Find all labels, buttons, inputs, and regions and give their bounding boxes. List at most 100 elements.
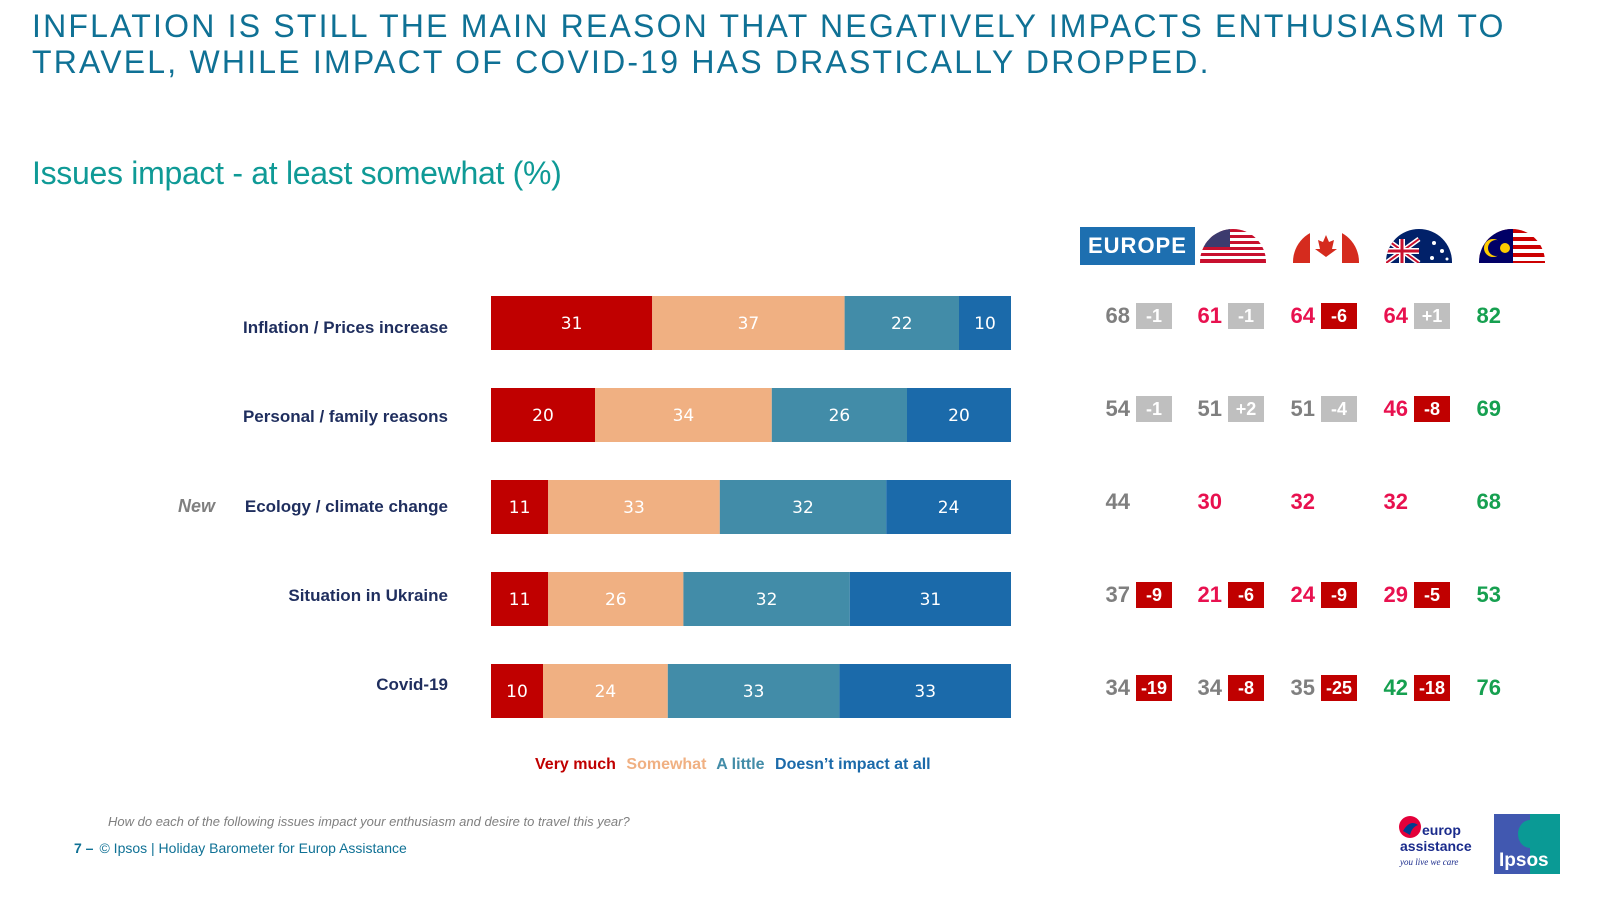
change-badge: -9	[1321, 582, 1357, 608]
region-cell-canada: 32	[1275, 489, 1315, 515]
bar-segment	[844, 296, 959, 350]
region-value: 76	[1476, 675, 1501, 700]
bar-segment	[771, 388, 907, 442]
bar-value-label: 33	[914, 682, 936, 702]
bar-value-label: 26	[829, 406, 851, 426]
change-badge: -8	[1414, 396, 1450, 422]
region-value: 42	[1383, 675, 1408, 700]
ipsos-logo: Ipsos	[1494, 814, 1560, 874]
region-value: 82	[1476, 303, 1501, 328]
new-tag: New	[178, 496, 216, 516]
change-badge: -1	[1136, 396, 1172, 422]
ea-logo-line2: assistance	[1400, 838, 1472, 854]
region-value: 30	[1197, 489, 1222, 514]
change-badge: -25	[1321, 675, 1357, 701]
region-cell-europe: 34 -19	[1090, 675, 1172, 701]
bar-segment	[886, 480, 1011, 534]
ipsos-logo-text: Ipsos	[1499, 850, 1549, 871]
region-value: 68	[1105, 303, 1130, 328]
bar-value-label: 20	[948, 406, 970, 426]
region-cell-europe: 54 -1	[1090, 396, 1172, 422]
region-value: 32	[1383, 489, 1408, 514]
region-value: 51	[1197, 396, 1222, 421]
bar-segment	[548, 572, 684, 626]
bar-value-label: 32	[756, 590, 778, 610]
question-footnote: How do each of the following issues impa…	[108, 814, 630, 829]
region-cell-malaysia: 53	[1461, 582, 1501, 608]
bar-segment	[719, 480, 887, 534]
region-cell-usa: 61 -1	[1182, 303, 1264, 329]
chart-subtitle: Issues impact - at least somewhat (%)	[32, 155, 562, 191]
ea-logo-tagline: you live we care	[1399, 857, 1458, 867]
region-value: 35	[1290, 675, 1315, 700]
region-cell-malaysia: 68	[1461, 489, 1501, 515]
legend-a-little: A little	[716, 756, 765, 773]
region-cell-malaysia: 76	[1461, 675, 1501, 701]
region-value: 54	[1105, 396, 1130, 421]
category-label: Situation in Ukraine	[288, 586, 448, 605]
region-cell-australia: 46 -8	[1368, 396, 1450, 422]
legend-somewhat: Somewhat	[626, 756, 707, 773]
region-cell-europe: 44	[1090, 489, 1130, 515]
bar-segment	[595, 388, 772, 442]
bar-segment	[491, 296, 653, 350]
region-value: 37	[1105, 582, 1130, 607]
region-cell-australia: 29 -5	[1368, 582, 1450, 608]
bar-value-label: 33	[743, 682, 765, 702]
bar-value-label: 10	[506, 682, 528, 702]
region-value: 24	[1290, 582, 1315, 607]
region-value: 21	[1197, 582, 1222, 607]
bar-value-label: 26	[605, 590, 627, 610]
legend-very-much: Very much	[535, 756, 616, 773]
bar-value-label: 37	[738, 314, 760, 334]
bar-segment	[491, 480, 549, 534]
bar-value-label: 31	[561, 314, 583, 334]
region-cell-usa: 51 +2	[1182, 396, 1264, 422]
region-cell-canada: 24 -9	[1275, 582, 1357, 608]
europ-assistance-logo: europ assistance you live we care	[1398, 815, 1472, 871]
region-cell-australia: 32	[1368, 489, 1408, 515]
region-cell-canada: 64 -6	[1275, 303, 1357, 329]
region-value: 29	[1383, 582, 1408, 607]
category-label: Covid-19	[376, 675, 448, 694]
bar-segment	[543, 664, 668, 718]
bar-value-label: 32	[792, 498, 814, 518]
malaysia-flag-icon	[1479, 229, 1545, 263]
bar-value-label: 20	[532, 406, 554, 426]
region-value: 32	[1290, 489, 1315, 514]
region-cell-europe: 37 -9	[1090, 582, 1172, 608]
region-cell-canada: 35 -25	[1275, 675, 1357, 701]
region-value: 61	[1197, 303, 1222, 328]
category-label: Personal / family reasons	[242, 407, 448, 426]
bar-value-label: 24	[938, 498, 960, 518]
bar-value-label: 10	[974, 314, 996, 334]
bar-segment	[548, 480, 720, 534]
bar-segment	[491, 664, 543, 718]
change-badge: -5	[1414, 582, 1450, 608]
region-value: 34	[1105, 675, 1130, 700]
bar-segment	[959, 296, 1011, 350]
legend-doesnt-impact: Doesn’t impact at all	[775, 756, 931, 773]
bar-segment	[667, 664, 840, 718]
change-badge: -9	[1136, 582, 1172, 608]
change-badge: -6	[1321, 303, 1357, 329]
change-badge: -4	[1321, 396, 1357, 422]
bar-segment	[491, 572, 549, 626]
region-value: 69	[1476, 396, 1501, 421]
bar-segment	[491, 388, 595, 442]
category-label: Ecology / climate change	[244, 497, 448, 516]
category-label: Inflation / Prices increase	[242, 318, 448, 337]
change-badge: -18	[1414, 675, 1450, 701]
bar-value-label: 34	[673, 406, 695, 426]
bar-segment	[652, 296, 845, 350]
change-badge: +2	[1228, 396, 1264, 422]
footer-copyright: © Ipsos | Holiday Barometer for Europ As…	[99, 840, 407, 856]
bar-segment	[907, 388, 1011, 442]
page-number: 7 –	[74, 840, 94, 856]
change-badge: -19	[1136, 675, 1172, 701]
region-cell-usa: 30	[1182, 489, 1222, 515]
bar-value-label: 11	[509, 590, 531, 610]
bar-value-label: 31	[920, 590, 942, 610]
region-value: 44	[1105, 489, 1130, 514]
region-cell-usa: 21 -6	[1182, 582, 1264, 608]
